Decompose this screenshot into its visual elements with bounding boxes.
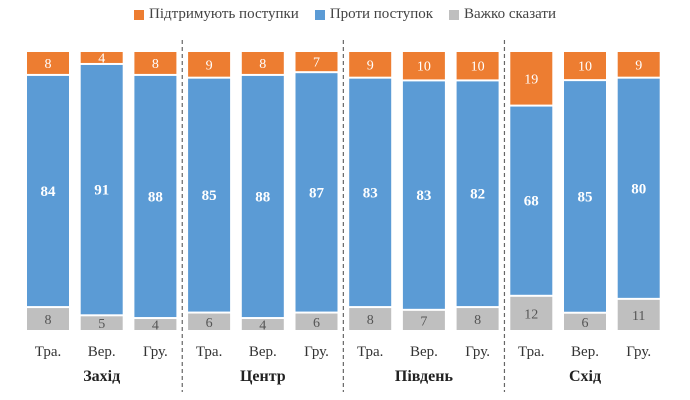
data-label: 87 bbox=[309, 185, 325, 201]
data-label: 9 bbox=[635, 58, 642, 73]
data-label: 12 bbox=[524, 307, 538, 322]
data-label: 88 bbox=[148, 189, 163, 205]
data-label: 83 bbox=[363, 185, 378, 201]
x-tick-label: Гру. bbox=[143, 344, 168, 360]
data-label: 88 bbox=[255, 189, 270, 205]
bar-segment bbox=[27, 75, 69, 307]
group-label: Захід bbox=[83, 368, 120, 385]
x-tick-label: Вер. bbox=[410, 344, 438, 360]
data-label: 83 bbox=[416, 188, 431, 204]
data-label: 84 bbox=[41, 184, 57, 200]
bar-segment bbox=[402, 310, 445, 330]
bar-segment bbox=[349, 52, 392, 77]
legend-swatch-against bbox=[314, 9, 325, 20]
data-label: 9 bbox=[206, 58, 213, 73]
data-label: 8 bbox=[259, 57, 266, 72]
data-label: 8 bbox=[45, 57, 52, 72]
legend-swatch-support bbox=[134, 9, 144, 20]
bar-segment bbox=[456, 52, 499, 80]
bar-segment bbox=[617, 299, 660, 330]
data-label: 80 bbox=[631, 181, 646, 197]
data-label: 91 bbox=[94, 183, 109, 199]
bar-segment bbox=[295, 313, 338, 330]
legend-label-support: Підтримують поступки bbox=[149, 6, 299, 22]
bar-segment bbox=[134, 319, 177, 330]
data-label: 6 bbox=[582, 316, 589, 331]
x-tick-label: Гру. bbox=[626, 344, 651, 360]
bar-segment bbox=[80, 316, 123, 330]
bar-segment bbox=[456, 81, 499, 307]
bar-segment bbox=[80, 64, 123, 315]
data-label: 4 bbox=[152, 319, 159, 334]
bar-segment bbox=[349, 78, 392, 307]
bar-segment bbox=[564, 313, 606, 330]
bar-segment bbox=[134, 75, 177, 318]
data-label: 11 bbox=[632, 309, 645, 324]
data-label: 10 bbox=[471, 60, 485, 75]
bar-segment bbox=[402, 81, 445, 309]
x-tick-label: Вер. bbox=[571, 344, 599, 360]
legend: Підтримують поступки Проти поступок Важк… bbox=[0, 6, 690, 23]
data-label: 6 bbox=[313, 316, 320, 331]
bar-segment bbox=[564, 52, 606, 80]
x-tick-label: Тра. bbox=[518, 344, 545, 360]
legend-label-hard-to-say: Важко сказати bbox=[464, 6, 556, 22]
bar-segment bbox=[402, 52, 445, 80]
bar-segment bbox=[510, 52, 553, 105]
bar-segment bbox=[510, 106, 553, 295]
group-label: Південь bbox=[395, 368, 454, 385]
bar-segment bbox=[188, 52, 231, 77]
bar-segment bbox=[564, 81, 606, 312]
data-label: 10 bbox=[417, 60, 431, 75]
x-tick-label: Гру. bbox=[304, 344, 329, 360]
data-label: 6 bbox=[206, 316, 213, 331]
legend-item-hard-to-say: Важко сказати bbox=[449, 6, 556, 23]
data-label: 68 bbox=[524, 194, 539, 210]
bar-segment bbox=[617, 78, 660, 298]
data-label: 8 bbox=[474, 313, 481, 328]
bar-segment bbox=[27, 52, 69, 74]
bar-segment bbox=[617, 52, 660, 77]
data-label: 8 bbox=[367, 313, 374, 328]
data-label: 19 bbox=[524, 72, 538, 87]
bar-segment bbox=[188, 313, 231, 330]
bar-segment bbox=[456, 308, 499, 330]
data-label: 8 bbox=[45, 313, 52, 328]
bar-segment bbox=[134, 52, 177, 74]
data-label: 85 bbox=[578, 189, 593, 205]
bar-segment bbox=[241, 319, 284, 330]
bar-segment bbox=[295, 52, 338, 72]
x-tick-label: Тра. bbox=[35, 344, 62, 360]
data-label: 85 bbox=[202, 188, 217, 204]
legend-label-against: Проти поступок bbox=[329, 6, 434, 22]
data-label: 7 bbox=[420, 314, 427, 329]
legend-item-support: Підтримують поступки bbox=[134, 6, 299, 23]
bar-segment bbox=[188, 78, 231, 312]
data-label: 10 bbox=[578, 60, 592, 75]
data-label: 7 bbox=[313, 56, 320, 71]
bar-segment bbox=[349, 308, 392, 330]
group-label: Схід bbox=[569, 368, 601, 385]
x-tick-label: Тра. bbox=[196, 344, 223, 360]
x-tick-label: Вер. bbox=[88, 344, 116, 360]
data-label: 8 bbox=[152, 57, 159, 72]
x-tick-label: Гру. bbox=[465, 344, 490, 360]
bar-segment bbox=[27, 308, 69, 330]
bar-segment bbox=[295, 73, 338, 312]
group-label: Центр bbox=[240, 368, 286, 385]
x-tick-label: Вер. bbox=[249, 344, 277, 360]
data-label: 4 bbox=[259, 319, 266, 334]
data-label: 9 bbox=[367, 58, 374, 73]
x-tick-label: Тра. bbox=[357, 344, 384, 360]
data-label: 4 bbox=[98, 51, 105, 66]
bar-segment bbox=[241, 52, 284, 74]
data-label: 82 bbox=[470, 187, 485, 203]
data-label: 5 bbox=[98, 317, 105, 332]
bar-segment bbox=[80, 52, 123, 63]
bar-segment bbox=[241, 75, 284, 318]
legend-item-against: Проти поступок bbox=[314, 6, 434, 23]
bar-segment bbox=[510, 296, 553, 330]
legend-swatch-hard-to-say bbox=[449, 9, 460, 20]
